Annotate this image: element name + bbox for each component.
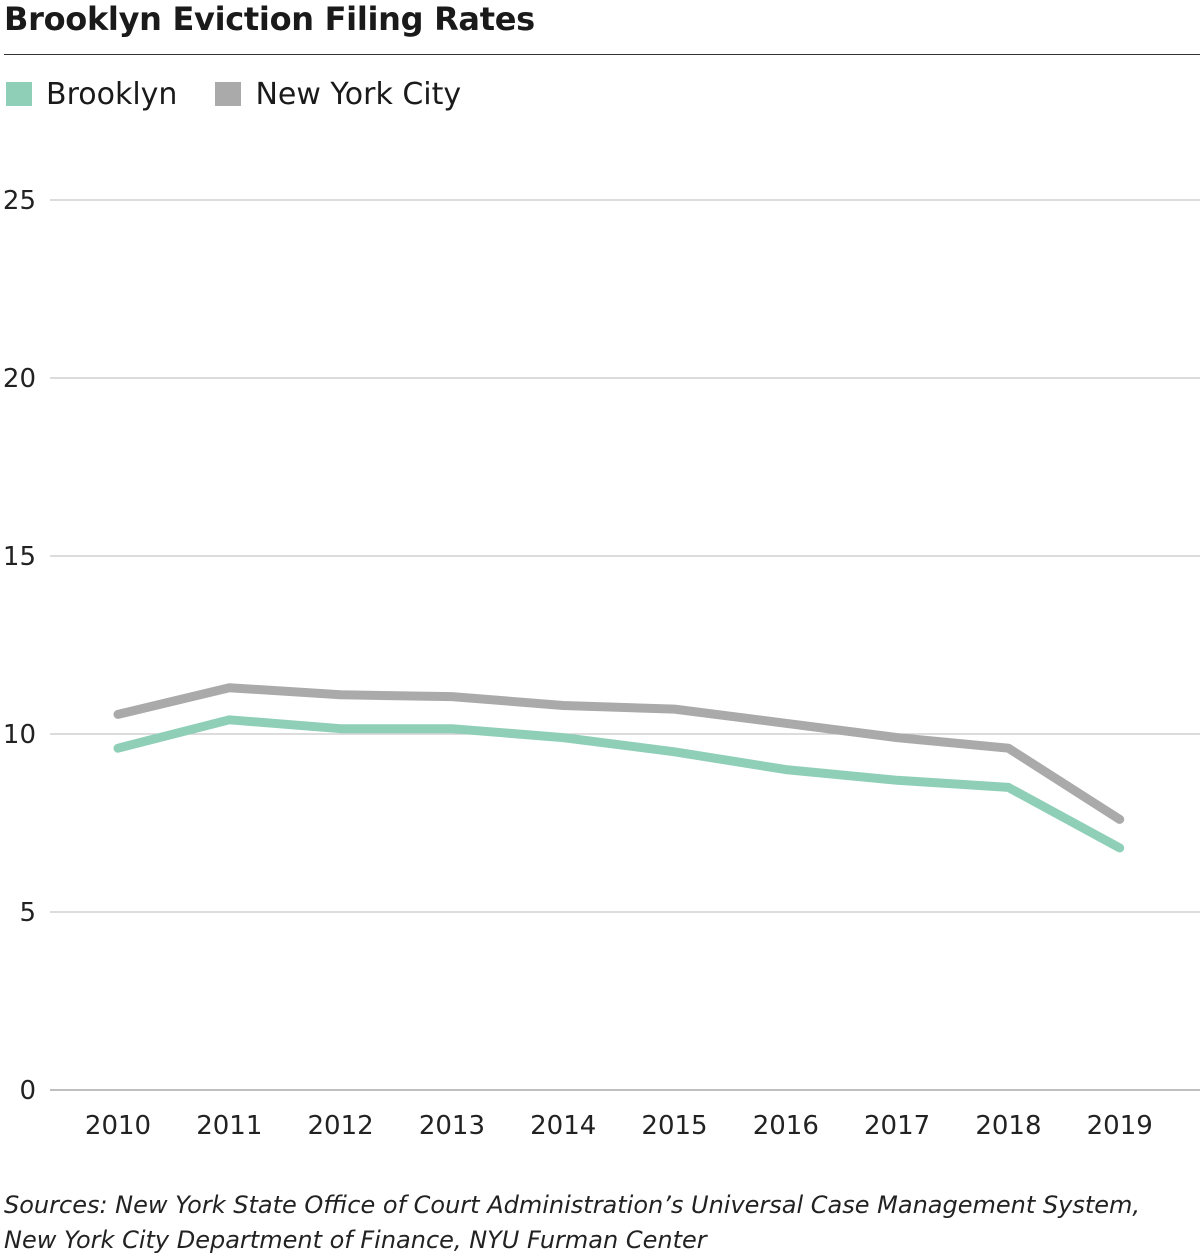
legend-item-new-york-city: New York City [215, 77, 461, 112]
y-tick-label-0: 0 [19, 1076, 36, 1106]
x-tick-label-2014: 2014 [530, 1111, 596, 1141]
legend: Brooklyn New York City [6, 74, 499, 114]
series-line-new-york-city [113, 683, 1125, 824]
x-tick-label-2013: 2013 [419, 1111, 485, 1141]
legend-item-brooklyn: Brooklyn [6, 77, 177, 112]
line-chart: 0 5 10 15 20 25 2010 2011 2012 2013 2014 2015 2016 20… [3, 186, 1200, 1141]
x-tick-label-2019: 2019 [1087, 1111, 1153, 1141]
x-tick-label-2015: 2015 [641, 1111, 707, 1141]
y-tick-label-5: 5 [19, 898, 36, 928]
series-line-brooklyn [113, 715, 1125, 853]
x-tick-label-2012: 2012 [308, 1111, 374, 1141]
x-tick-label-2018: 2018 [975, 1111, 1041, 1141]
legend-label-new-york-city: New York City [255, 76, 462, 112]
legend-label-brooklyn: Brooklyn [46, 76, 178, 112]
sources-note: Sources: New York State Office of Court … [4, 1188, 1140, 1258]
sources-line-2: New York City Department of Finance, NYU… [4, 1226, 707, 1254]
y-tick-label-10: 10 [3, 720, 36, 750]
x-tick-label-2010: 2010 [85, 1111, 151, 1141]
x-tick-label-2016: 2016 [753, 1111, 819, 1141]
y-tick-label-20: 20 [3, 364, 36, 394]
legend-swatch-brooklyn [6, 82, 32, 106]
chart-title: Brooklyn Eviction Filing Rates [4, 0, 535, 38]
y-tick-label-25: 25 [3, 186, 36, 216]
legend-swatch-new-york-city [215, 82, 242, 106]
x-tick-label-2017: 2017 [864, 1111, 930, 1141]
sources-line-1: Sources: New York State Office of Court … [4, 1191, 1141, 1219]
x-tick-label-2011: 2011 [196, 1111, 262, 1141]
y-tick-label-15: 15 [3, 542, 36, 572]
title-divider [4, 54, 1200, 55]
